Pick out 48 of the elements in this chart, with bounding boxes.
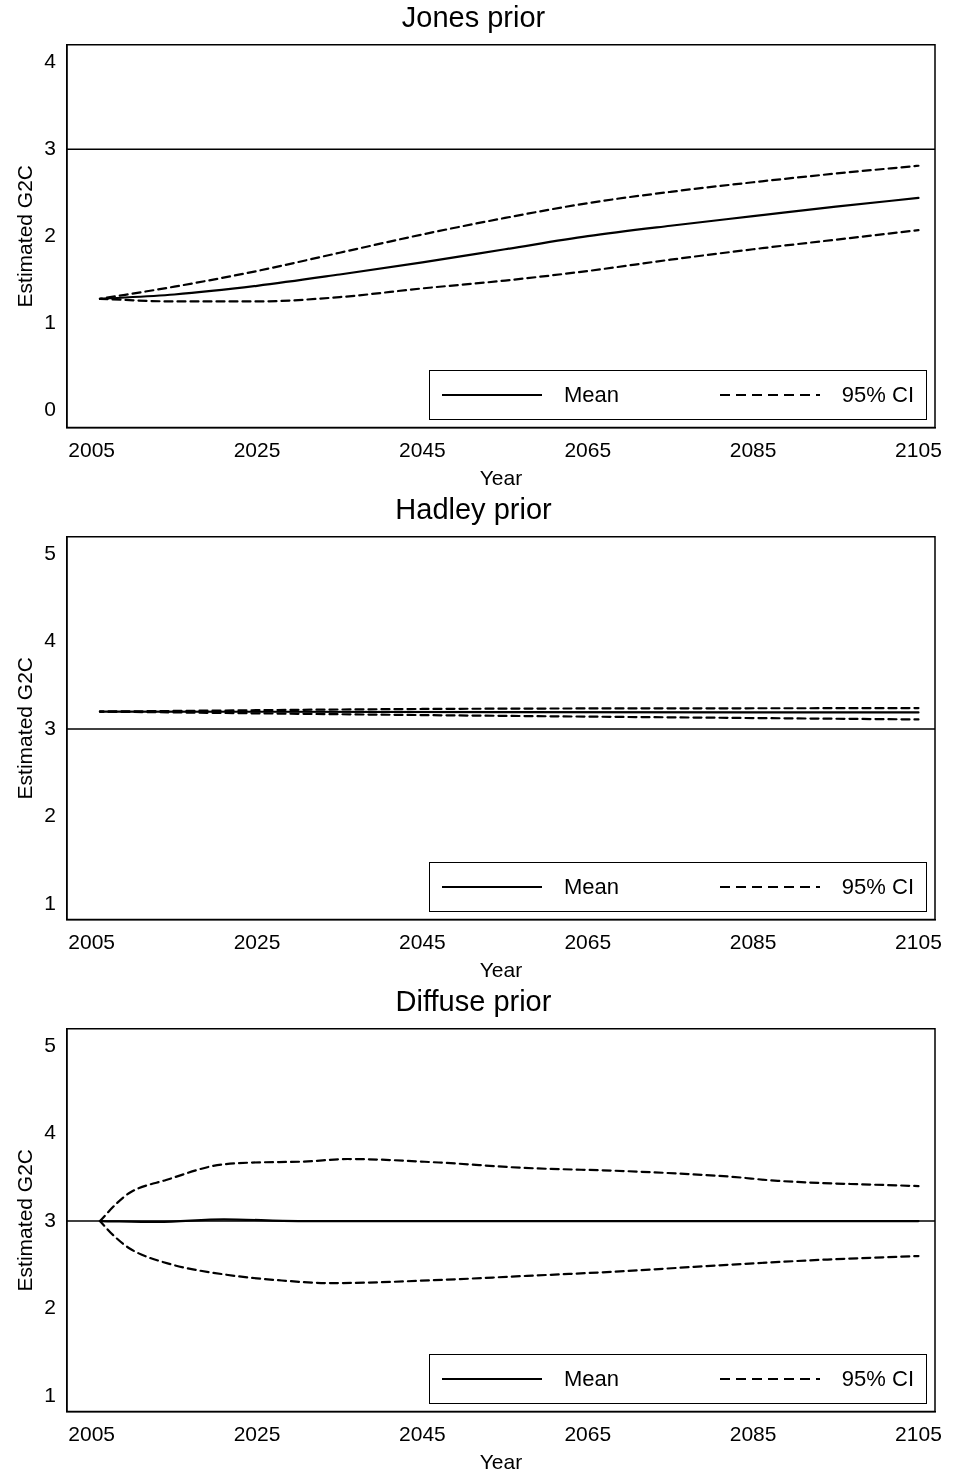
y-tick-label: 5	[44, 1033, 56, 1057]
y-tick-label: 3	[44, 136, 56, 159]
x-tick-label: 2085	[729, 438, 777, 461]
x-tick-label: 2065	[564, 930, 612, 953]
x-axis-title: Year	[479, 466, 523, 490]
y-tick-label: 5	[44, 541, 56, 565]
y-axis-title: Estimated G2C	[13, 1149, 37, 1292]
x-tick-label: 2085	[729, 1422, 777, 1445]
y-tick-label: 1	[44, 310, 56, 333]
x-tick-label: 2025	[233, 438, 281, 461]
legend-label: Mean	[564, 1365, 620, 1392]
x-tick-label: 2065	[564, 1422, 612, 1445]
legend-label: 95% CI	[841, 381, 914, 408]
x-tick-label: 2005	[68, 1422, 116, 1445]
x-axis-title: Year	[479, 958, 523, 982]
x-tick-label: 2105	[895, 1422, 942, 1445]
y-tick-label: 4	[44, 628, 57, 652]
x-tick-label: 2045	[399, 438, 446, 461]
y-tick-label: 3	[44, 715, 56, 739]
x-tick-label: 2105	[895, 438, 942, 461]
x-axis-title: Year	[479, 1450, 523, 1474]
y-tick-label: 2	[44, 223, 56, 246]
chart-title: Diffuse prior	[395, 985, 552, 1018]
x-tick-label: 2085	[729, 930, 777, 953]
y-tick-label: 2	[44, 803, 56, 827]
x-tick-label: 2045	[399, 930, 446, 953]
y-tick-label: 4	[44, 1120, 57, 1144]
x-tick-label: 2005	[68, 438, 116, 461]
x-tick-label: 2065	[564, 438, 612, 461]
legend-label: 95% CI	[841, 873, 914, 900]
x-tick-label: 2025	[233, 930, 281, 953]
legend-label: Mean	[564, 381, 620, 408]
y-tick-label: 1	[44, 890, 56, 914]
y-tick-label: 0	[44, 397, 56, 420]
chart-title: Hadley prior	[395, 493, 553, 526]
x-tick-label: 2025	[233, 1422, 281, 1445]
y-tick-label: 4	[44, 49, 57, 72]
y-tick-label: 1	[44, 1382, 56, 1406]
y-tick-label: 2	[44, 1295, 56, 1319]
legend-label: 95% CI	[841, 1365, 914, 1392]
x-tick-label: 2045	[399, 1422, 446, 1445]
x-tick-label: 2005	[68, 930, 116, 953]
chart-title: Jones prior	[401, 1, 546, 34]
y-axis-title: Estimated G2C	[13, 657, 37, 800]
legend-label: Mean	[564, 873, 620, 900]
y-tick-label: 3	[44, 1207, 56, 1231]
y-axis-title: Estimated G2C	[13, 165, 37, 308]
x-tick-label: 2105	[895, 930, 942, 953]
